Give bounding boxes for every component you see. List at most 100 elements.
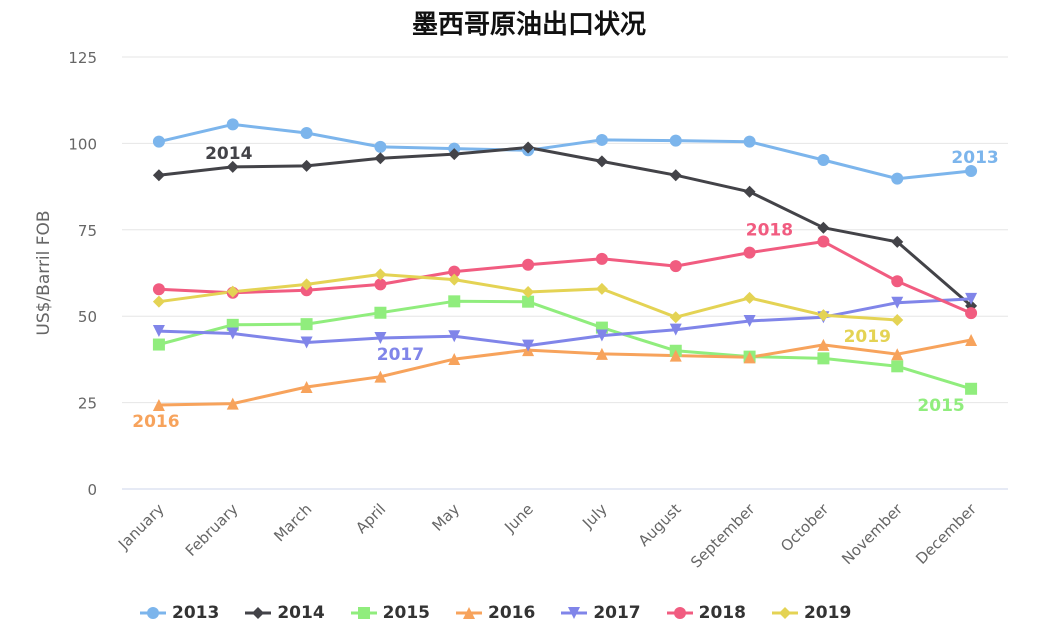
x-tick-label: March (270, 500, 315, 545)
series-annotation: 2019 (844, 327, 891, 347)
chart-title: 墨西哥原油出口状况 (411, 10, 646, 40)
legend-swatch (561, 607, 588, 619)
x-tick-label: July (578, 500, 611, 533)
data-point-2019 (226, 285, 239, 298)
legend-swatch (666, 607, 693, 619)
series-annotation: 2016 (132, 412, 179, 432)
series-line-2013 (158, 122, 972, 181)
data-point-2018 (669, 260, 682, 273)
data-point-2014 (817, 221, 830, 234)
legend-marker (673, 607, 686, 619)
data-point-2019 (300, 278, 313, 291)
data-point-2013 (152, 135, 165, 148)
legend-swatch (455, 607, 482, 619)
data-point-2019 (669, 311, 682, 324)
legend-swatch (245, 607, 272, 619)
series-line-2015 (158, 299, 972, 391)
series-annotation: 2014 (205, 144, 252, 164)
x-tick-label: October (777, 500, 833, 556)
data-point-2013 (965, 165, 978, 178)
legend-item-2015[interactable]: 2015 (350, 603, 430, 623)
data-point-2019 (891, 314, 904, 327)
chart-legend: 2013 2014 2015 2016 2017 2018 2019 (140, 603, 877, 623)
data-point-2015 (965, 382, 978, 395)
legend-marker (147, 607, 159, 619)
legend-label: 2018 (698, 603, 746, 623)
legend-label: 2017 (593, 603, 641, 623)
data-point-2016 (226, 397, 239, 410)
data-point-2014 (891, 235, 904, 248)
series-line-2018 (158, 240, 972, 315)
y-tick-label: 100 (68, 135, 97, 153)
y-axis: 0 25 50 75 100 125 US$/Barril FOB (34, 49, 97, 499)
data-point-2016 (817, 338, 830, 351)
data-point-2016 (669, 349, 682, 362)
x-tick-label: June (500, 500, 537, 537)
data-point-2013 (226, 118, 239, 131)
data-point-2013 (891, 172, 904, 185)
legend-marker (778, 607, 791, 619)
data-point-2016 (743, 351, 756, 364)
x-tick-label: February (182, 500, 242, 560)
data-point-2015 (300, 318, 313, 331)
data-point-2018 (965, 307, 978, 320)
legend-label: 2015 (382, 603, 430, 623)
data-point-2018 (522, 258, 535, 271)
data-point-2017 (300, 336, 313, 349)
data-point-2013 (817, 153, 830, 166)
y-axis-title: US$/Barril FOB (34, 210, 54, 335)
y-tick-label: 50 (78, 308, 97, 326)
data-point-2016 (595, 347, 608, 360)
legend-marker (462, 607, 475, 619)
legend-label: 2013 (172, 603, 220, 623)
data-point-2019 (817, 309, 830, 322)
series-markers (152, 118, 978, 412)
data-point-2014 (152, 169, 165, 182)
data-point-2014 (669, 169, 682, 182)
data-point-2018 (448, 265, 461, 278)
data-point-2014 (226, 160, 239, 173)
data-point-2013 (743, 135, 756, 148)
x-tick-label: May (428, 500, 463, 535)
data-point-2017 (965, 292, 978, 305)
data-point-2017 (374, 331, 387, 344)
data-point-2018 (374, 278, 387, 291)
legend-item-2013[interactable]: 2013 (140, 603, 219, 623)
data-point-2014 (743, 185, 756, 198)
legend-label: 2016 (487, 603, 536, 623)
series-line-2016 (158, 338, 972, 407)
y-tick-label: 0 (87, 481, 97, 499)
legend-item-2019[interactable]: 2019 (771, 603, 852, 623)
legend-marker (252, 607, 265, 619)
legend-item-2017[interactable]: 2017 (561, 603, 641, 623)
x-tick-label: November (838, 500, 906, 568)
data-point-2017 (891, 296, 904, 309)
legend-item-2014[interactable]: 2014 (245, 603, 325, 623)
data-point-2016 (374, 370, 387, 383)
legend-item-2016[interactable]: 2016 (455, 603, 536, 623)
data-point-2019 (448, 273, 461, 286)
data-point-2019 (152, 295, 165, 308)
legend-swatch (350, 607, 377, 619)
data-point-2017 (669, 323, 682, 336)
data-point-2016 (891, 348, 904, 361)
y-tick-label: 125 (68, 49, 97, 67)
data-point-2016 (448, 353, 461, 366)
data-point-2017 (152, 325, 165, 338)
legend-item-2018[interactable]: 2018 (666, 603, 746, 623)
data-point-2017 (595, 329, 608, 342)
series-annotation: 2018 (746, 221, 793, 241)
x-tick-label: August (635, 500, 685, 550)
data-point-2019 (374, 268, 387, 281)
legend-label: 2019 (803, 603, 852, 623)
data-point-2013 (374, 140, 387, 153)
data-point-2015 (374, 306, 387, 319)
data-point-2019 (743, 291, 756, 304)
data-point-2014 (374, 152, 387, 165)
data-point-2017 (522, 339, 535, 352)
x-tick-label: December (912, 500, 980, 568)
series-lines (158, 122, 973, 407)
data-point-2013 (669, 134, 682, 147)
x-tick-label: September (687, 500, 759, 572)
legend-swatch (771, 607, 798, 619)
